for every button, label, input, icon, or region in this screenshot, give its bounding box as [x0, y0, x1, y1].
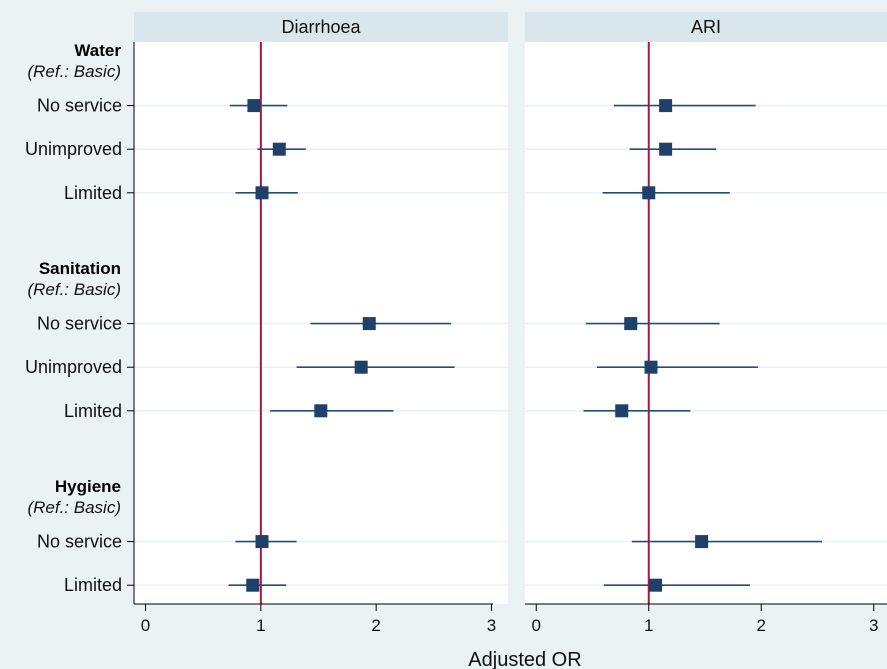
odds-ratio-marker — [615, 404, 629, 418]
category-label: Limited — [64, 401, 122, 421]
odds-ratio-marker — [649, 578, 662, 592]
panel-strip — [134, 12, 508, 42]
odds-ratio-marker — [255, 186, 269, 200]
x-tick-label: 2 — [371, 616, 380, 635]
odds-ratio-marker — [659, 142, 673, 156]
odds-ratio-marker — [362, 317, 376, 331]
odds-ratio-marker — [695, 535, 709, 549]
x-tick-label: 0 — [141, 616, 150, 635]
category-label: No service — [37, 314, 122, 334]
x-tick-label: 0 — [532, 616, 541, 635]
category-label: Limited — [64, 575, 122, 595]
x-axis-title: Adjusted OR — [468, 649, 581, 669]
category-label: No service — [37, 96, 122, 116]
group-reference-label: (Ref.: Basic) — [27, 62, 121, 81]
panel-title: Diarrhoea — [281, 17, 361, 37]
odds-ratio-marker — [255, 535, 269, 549]
odds-ratio-marker — [642, 186, 656, 200]
category-label: No service — [37, 532, 122, 552]
x-tick-label: 3 — [869, 616, 878, 635]
odds-ratio-marker — [246, 578, 260, 592]
panel-title: ARI — [691, 17, 721, 37]
odds-ratio-marker — [644, 360, 658, 374]
x-tick-label: 3 — [487, 616, 496, 635]
category-label: Limited — [64, 183, 122, 203]
panel-strip — [525, 12, 887, 42]
group-reference-label: (Ref.: Basic) — [27, 498, 121, 517]
odds-ratio-marker — [272, 142, 286, 156]
x-tick-label: 1 — [644, 616, 653, 635]
odds-ratio-marker — [624, 317, 638, 331]
group-title: Sanitation — [39, 259, 121, 278]
odds-ratio-marker — [659, 99, 673, 113]
odds-ratio-marker — [314, 404, 328, 418]
category-label: Unimproved — [25, 357, 122, 377]
odds-ratio-marker — [354, 360, 368, 374]
category-label: Unimproved — [25, 139, 122, 159]
x-tick-label: 1 — [256, 616, 265, 635]
group-title: Hygiene — [55, 477, 121, 496]
group-title: Water — [74, 41, 121, 60]
x-tick-label: 2 — [757, 616, 766, 635]
group-reference-label: (Ref.: Basic) — [27, 280, 121, 299]
odds-ratio-marker — [247, 99, 261, 113]
